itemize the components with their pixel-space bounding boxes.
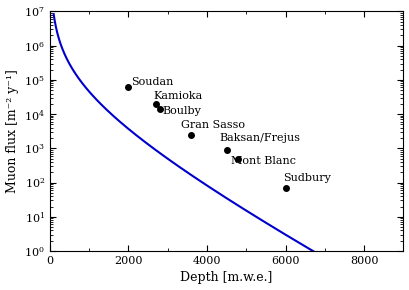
Text: Boulby: Boulby xyxy=(162,106,201,116)
Text: Baksan/Frejus: Baksan/Frejus xyxy=(219,133,300,143)
Text: Soudan: Soudan xyxy=(131,77,174,87)
Text: Gran Sasso: Gran Sasso xyxy=(181,120,245,130)
Text: Sudbury: Sudbury xyxy=(283,173,330,183)
Text: Kamioka: Kamioka xyxy=(153,91,202,101)
Y-axis label: Muon flux [m⁻² y⁻¹]: Muon flux [m⁻² y⁻¹] xyxy=(6,69,18,193)
Text: Mont Blanc: Mont Blanc xyxy=(231,156,296,166)
X-axis label: Depth [m.w.e.]: Depth [m.w.e.] xyxy=(180,271,273,284)
